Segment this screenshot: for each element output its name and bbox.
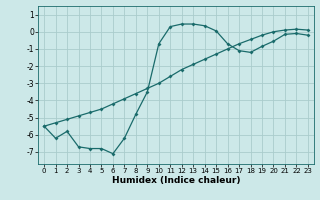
X-axis label: Humidex (Indice chaleur): Humidex (Indice chaleur) [112,176,240,185]
